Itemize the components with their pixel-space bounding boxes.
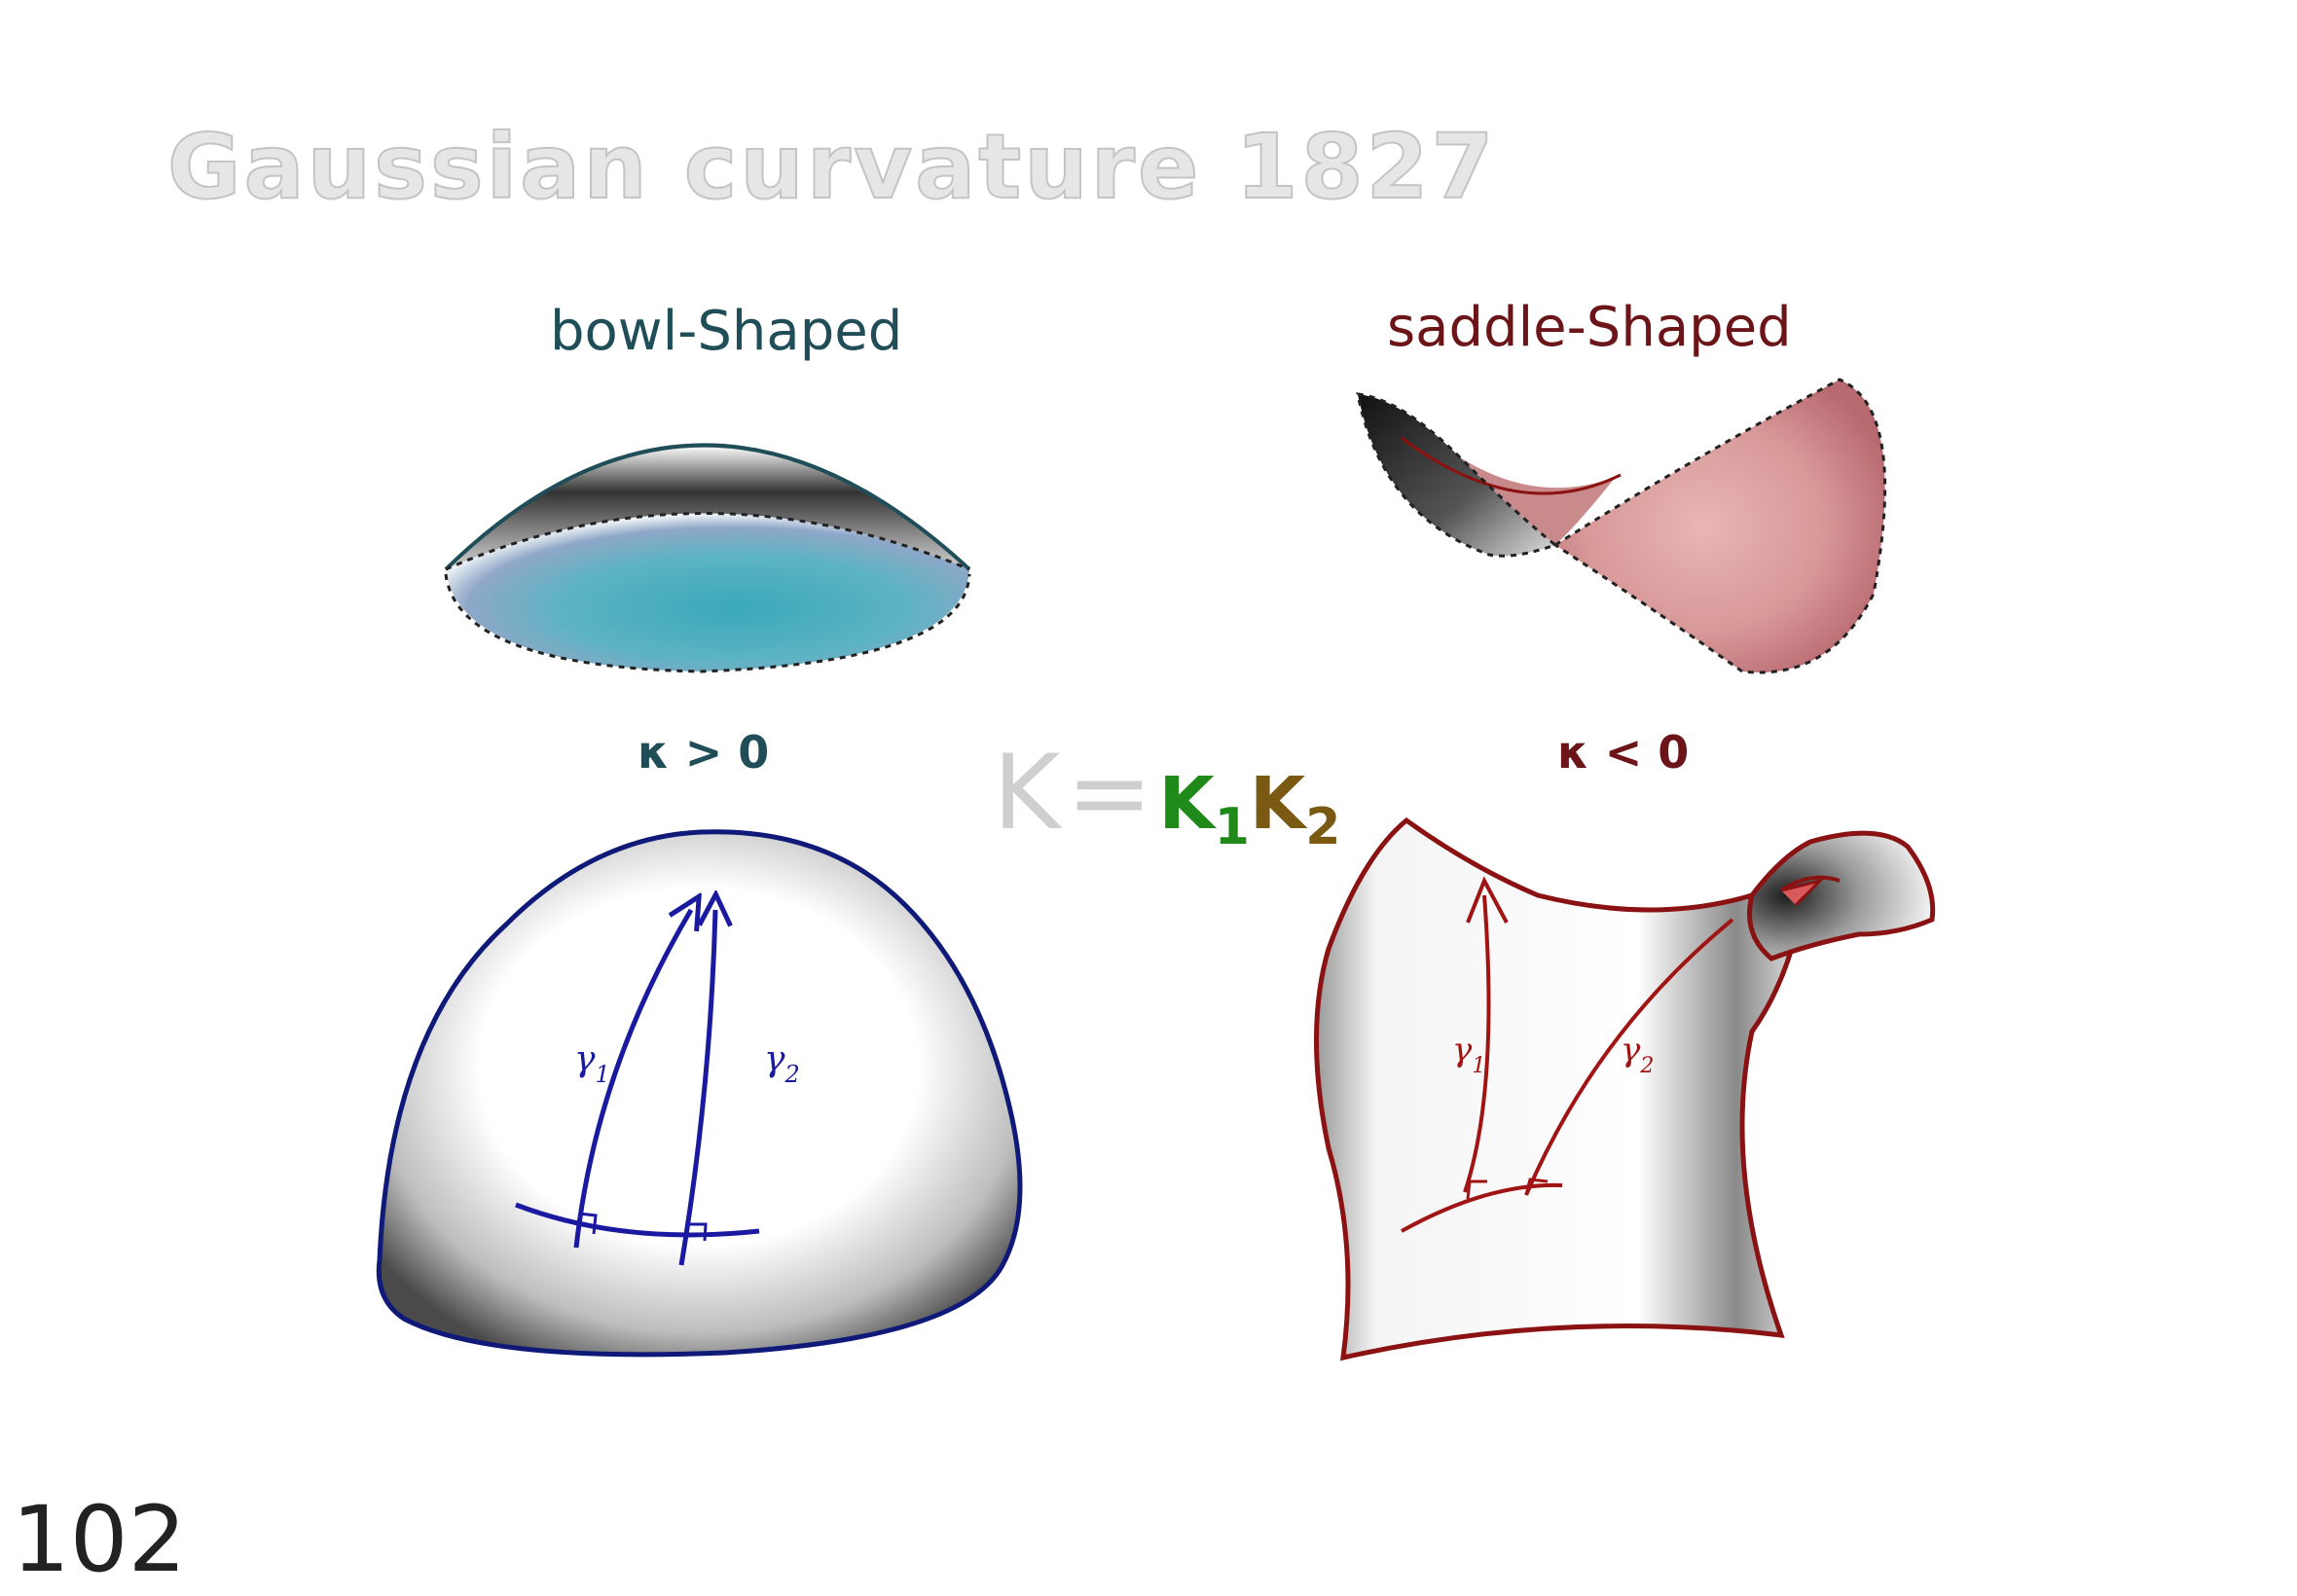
formula-k2: K2 bbox=[1249, 762, 1341, 852]
dome-geodesic-gamma1 bbox=[573, 910, 691, 1249]
formula-k1-letter: K bbox=[1158, 762, 1215, 846]
dome-gamma1-label: γ1 bbox=[574, 1039, 610, 1088]
page-title: Gaussian curvature 1827 bbox=[166, 114, 1497, 220]
bowl-surface bbox=[444, 443, 971, 673]
saddle-dashed-outline-right bbox=[1552, 378, 1887, 674]
saddle-gamma2-subscript: 2 bbox=[1639, 1054, 1654, 1078]
dome-gamma1-letter: γ bbox=[574, 1039, 596, 1079]
saddle-sheet-flap-fold-tip bbox=[1780, 878, 1825, 907]
curvature-formula: K=K1K2 bbox=[993, 742, 1340, 852]
formula-k2-subscript: 2 bbox=[1305, 797, 1341, 856]
saddle-sheet-flap-fold bbox=[1779, 875, 1841, 892]
dome-surface: γ1 γ2 bbox=[376, 829, 1023, 1358]
saddle-pink-face bbox=[1555, 380, 1885, 672]
negative-curvature-label: κ < 0 bbox=[1557, 726, 1690, 779]
dome-right-angle-1 bbox=[578, 1212, 598, 1235]
formula-k2-letter: K bbox=[1249, 762, 1306, 846]
saddle-surface bbox=[1356, 378, 1887, 674]
saddle-right-angle-1 bbox=[1466, 1179, 1487, 1200]
dome-gamma2-subscript: 2 bbox=[784, 1061, 800, 1088]
dome-gamma2-label: γ2 bbox=[764, 1039, 800, 1088]
formula-k1: K1 bbox=[1158, 762, 1250, 852]
dome-gamma2-letter: γ bbox=[764, 1039, 785, 1079]
dome-shape bbox=[376, 829, 1023, 1358]
bowl-back-edge bbox=[444, 443, 971, 571]
bowl-shaped-label: bowl-Shaped bbox=[550, 300, 903, 363]
positive-curvature-label: κ > 0 bbox=[638, 726, 770, 779]
saddle-sheet-surface: γ1 γ2 bbox=[1314, 816, 1936, 1361]
saddle-dark-face bbox=[1358, 394, 1555, 557]
saddle-shaped-label: saddle-Shaped bbox=[1387, 296, 1792, 359]
saddle-gamma1-label: γ1 bbox=[1452, 1031, 1485, 1078]
saddle-geodesic-gamma1-arrow bbox=[1466, 876, 1509, 924]
saddle-gamma2-label: γ2 bbox=[1621, 1031, 1654, 1078]
saddle-inner-curve bbox=[1401, 436, 1622, 495]
dome-geodesic-gamma2 bbox=[678, 910, 715, 1266]
saddle-transversal-curve bbox=[1401, 1182, 1563, 1233]
saddle-right-angle-2 bbox=[1524, 1178, 1549, 1196]
saddle-geodesic-gamma1 bbox=[1463, 894, 1491, 1193]
formula-equals: = bbox=[1066, 733, 1153, 852]
formula-k1-subscript: 1 bbox=[1214, 797, 1250, 856]
bowl-rim-front-dashed bbox=[445, 512, 970, 571]
bowl-rim-bottom-dashed bbox=[444, 573, 971, 673]
saddle-middle-fold bbox=[1460, 457, 1616, 545]
formula-k: K bbox=[993, 733, 1061, 852]
saddle-geodesic-gamma2 bbox=[1524, 918, 1734, 1196]
dome-right-angle-2 bbox=[689, 1222, 708, 1242]
bowl-inner-surface bbox=[446, 513, 969, 671]
dome-transversal-curve bbox=[515, 1202, 760, 1238]
saddle-gamma1-subscript: 1 bbox=[1472, 1054, 1485, 1078]
page-number: 102 bbox=[12, 1487, 187, 1593]
saddle-gamma1-letter: γ bbox=[1452, 1031, 1473, 1070]
dome-gamma1-subscript: 1 bbox=[596, 1061, 610, 1088]
saddle-sheet-flap bbox=[1747, 830, 1936, 961]
saddle-gamma2-letter: γ bbox=[1621, 1031, 1641, 1070]
saddle-sheet-shape bbox=[1314, 816, 1813, 1361]
